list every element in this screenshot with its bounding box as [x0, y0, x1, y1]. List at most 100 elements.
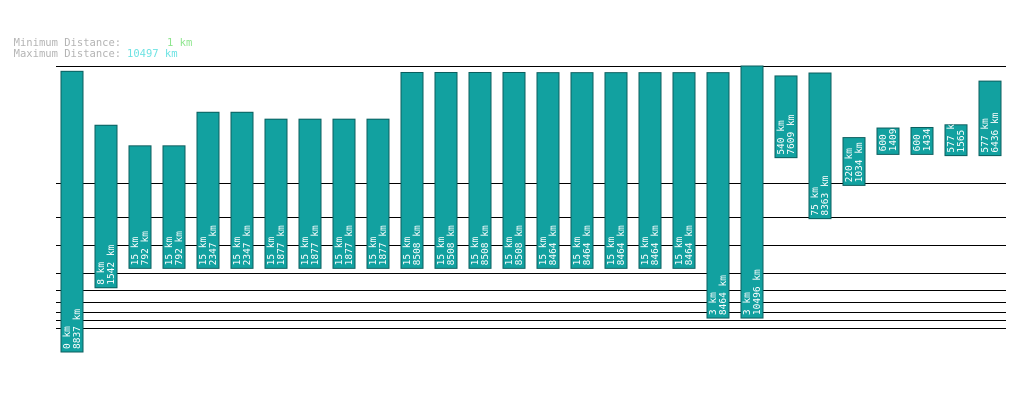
bar-labels: 15 km 2347 km [198, 225, 219, 265]
bar-group: 600 km 1409 km [876, 117, 900, 155]
bar-min-label: 15 km [606, 236, 617, 265]
bar [128, 145, 152, 269]
bar [400, 71, 424, 269]
bar-labels: 8 km 1542 km [96, 244, 117, 284]
bar-labels: 15 km 8508 km [436, 225, 457, 265]
bar [366, 118, 390, 269]
bar-max-label: 1877 km [378, 225, 389, 265]
bar-max-label: 1034 km [854, 142, 865, 182]
bar-max-label: 8363 km [820, 175, 831, 215]
bar [94, 124, 118, 289]
bar-min-label: 0 km [62, 326, 73, 349]
bar [604, 72, 628, 269]
bar-group: 15 km 792 km [162, 145, 186, 269]
bar-group: 15 km 1877 km [366, 118, 390, 269]
bar-max-label: 8508 km [446, 225, 457, 265]
bar-labels: 15 km 1877 km [334, 225, 355, 265]
bar-group: 15 km 2347 km [230, 111, 254, 269]
max-distance-value: 10497 km [127, 48, 178, 60]
bar [332, 118, 356, 269]
bar-min-label: 15 km [300, 236, 311, 265]
bar-max-label: 10496 km [752, 269, 763, 315]
bar-group: 15 km 8464 km [570, 72, 594, 269]
bar-min-label: 15 km [232, 236, 243, 265]
min-distance-label: Minimum Distance: [13, 37, 122, 49]
bar-min-label: 15 km [198, 236, 209, 265]
bar-min-label: 15 km [674, 236, 685, 265]
bar [876, 127, 900, 155]
bar-labels: 220 km 1034 km [844, 142, 865, 182]
bar-group: 600 km 1434 km [910, 111, 934, 155]
bar [60, 70, 84, 353]
bar-min-label: 577 km [946, 118, 957, 153]
bar-min-label: 8 km [96, 262, 107, 285]
bar-min-label: 600 km [878, 117, 889, 152]
bar-max-label: 8464 km [684, 225, 695, 265]
bar-group: 8 km 1542 km [94, 124, 118, 289]
bar-labels: 15 km 1877 km [368, 225, 389, 265]
bar-group: 577 km 6436 km [978, 80, 1002, 157]
bar-min-label: 15 km [470, 236, 481, 265]
bar-group: 540 km 7609 km [774, 75, 798, 159]
bar-labels: 15 km 8464 km [640, 225, 661, 265]
bar-labels: 15 km 8464 km [674, 225, 695, 265]
bar-labels: 15 km 792 km [164, 231, 185, 266]
bar-group: 15 km 8464 km [536, 72, 560, 269]
bar [570, 72, 594, 269]
bar-max-label: 6436 km [990, 112, 1001, 152]
bar-min-label: 15 km [164, 236, 175, 265]
bar-labels: 15 km 1877 km [266, 225, 287, 265]
bar-labels: 600 km 1434 km [912, 111, 933, 152]
bar [434, 71, 458, 269]
bar-group: 220 km 1034 km [842, 137, 866, 186]
bar-min-label: 75 km [810, 187, 821, 216]
bar-min-label: 3 km [708, 292, 719, 315]
bar-max-label: 8508 km [412, 225, 423, 265]
bar-group: 0 km 8837 km [60, 70, 84, 353]
bar-max-label: 8464 km [650, 225, 661, 265]
bar-group: 15 km 8508 km [502, 71, 526, 269]
bar-group: 75 km 8363 km [808, 72, 832, 220]
bar-min-label: 15 km [504, 236, 515, 265]
bar-max-label: 8464 km [582, 225, 593, 265]
bar-group: 3 km 10496 km [740, 65, 764, 319]
bar-min-label: 600 km [912, 117, 923, 152]
bar-labels: 15 km 8464 km [606, 225, 627, 265]
bar [978, 80, 1002, 157]
bar [774, 75, 798, 159]
bar-labels: 0 km 8837 km [62, 309, 83, 349]
bar-group: 15 km 8508 km [400, 71, 424, 269]
bar-labels: 15 km 8508 km [402, 225, 423, 265]
bar [740, 65, 764, 319]
bar-min-label: 220 km [844, 148, 855, 183]
bar-min-label: 15 km [130, 236, 141, 265]
bar [230, 111, 254, 269]
bar-labels: 15 km 8508 km [504, 225, 525, 265]
bar-max-label: 8464 km [548, 225, 559, 265]
bar-max-label: 1434 km [922, 111, 933, 151]
bar-min-label: 15 km [266, 236, 277, 265]
bar-labels: 540 km 7609 km [776, 114, 797, 154]
bar [196, 111, 220, 269]
bar-min-label: 540 km [776, 120, 787, 155]
bar-group: 577 km 1565 km [944, 112, 968, 157]
bar [842, 137, 866, 186]
bar-min-label: 15 km [538, 236, 549, 265]
bar-labels: 577 km 1565 km [946, 112, 967, 153]
bar-max-label: 1877 km [276, 225, 287, 265]
bar [910, 126, 934, 155]
bar [162, 145, 186, 269]
bar-min-label: 15 km [640, 236, 651, 265]
bar-max-label: 7609 km [786, 114, 797, 154]
bar-group: 15 km 792 km [128, 145, 152, 269]
bar-max-label: 8508 km [514, 225, 525, 265]
bar-labels: 15 km 2347 km [232, 225, 253, 265]
bar-labels: 15 km 792 km [130, 231, 151, 266]
bar-group: 15 km 1877 km [264, 118, 288, 269]
bar [944, 124, 968, 157]
bar-max-label: 1877 km [310, 225, 321, 265]
bar-max-label: 1565 km [956, 112, 967, 152]
bar-group: 15 km 8464 km [638, 72, 662, 269]
min-distance-row: Minimum Distance: 1 km [1, 27, 193, 49]
